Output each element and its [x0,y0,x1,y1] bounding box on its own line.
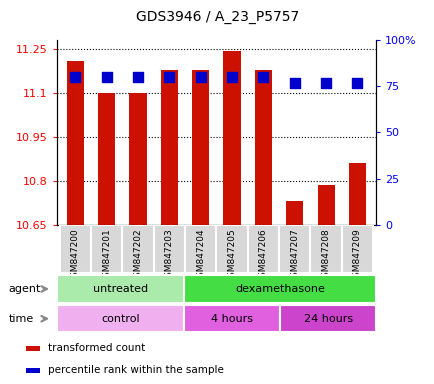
Text: untreated: untreated [93,284,148,294]
Bar [279,225,310,273]
Point [72,74,79,80]
Bar [310,225,341,273]
Text: GSM847204: GSM847204 [196,228,205,283]
Text: GSM847200: GSM847200 [71,228,80,283]
Bar [348,163,365,225]
Bar [341,225,372,273]
Point [260,74,266,80]
Bar [223,51,240,225]
Text: GSM847208: GSM847208 [321,228,330,283]
Bar [153,225,184,273]
Bar [192,70,209,225]
Point [228,74,235,80]
Text: GSM847206: GSM847206 [258,228,267,283]
Bar [122,225,153,273]
Bar [254,70,271,225]
Text: GSM847205: GSM847205 [227,228,236,283]
Bar [98,93,115,225]
Bar [317,185,334,225]
Point [322,79,329,86]
Bar [26,346,39,351]
Text: dexamethasone: dexamethasone [235,284,325,294]
Point [134,74,141,80]
Bar [129,93,146,225]
Point [103,74,110,80]
Text: GSM847201: GSM847201 [102,228,111,283]
Text: percentile rank within the sample: percentile rank within the sample [48,366,223,376]
Bar [161,70,178,225]
Bar [216,225,247,273]
Bar [91,225,122,273]
Bar [26,368,39,373]
Text: time: time [9,314,34,324]
Text: GSM847209: GSM847209 [352,228,361,283]
Bar [184,225,216,273]
Bar [286,201,302,225]
Bar [59,225,91,273]
Text: GSM847203: GSM847203 [164,228,174,283]
Point [197,74,204,80]
Text: agent: agent [9,284,41,294]
Point [353,79,360,86]
Bar [247,225,279,273]
Bar [66,61,84,225]
Text: 4 hours: 4 hours [211,314,253,324]
Text: 24 hours: 24 hours [303,314,352,324]
Point [165,74,172,80]
Text: transformed count: transformed count [48,343,145,353]
Point [291,79,298,86]
Text: control: control [101,314,139,324]
Text: GSM847207: GSM847207 [289,228,299,283]
Text: GDS3946 / A_23_P5757: GDS3946 / A_23_P5757 [135,10,299,23]
Text: GSM847202: GSM847202 [133,228,142,283]
